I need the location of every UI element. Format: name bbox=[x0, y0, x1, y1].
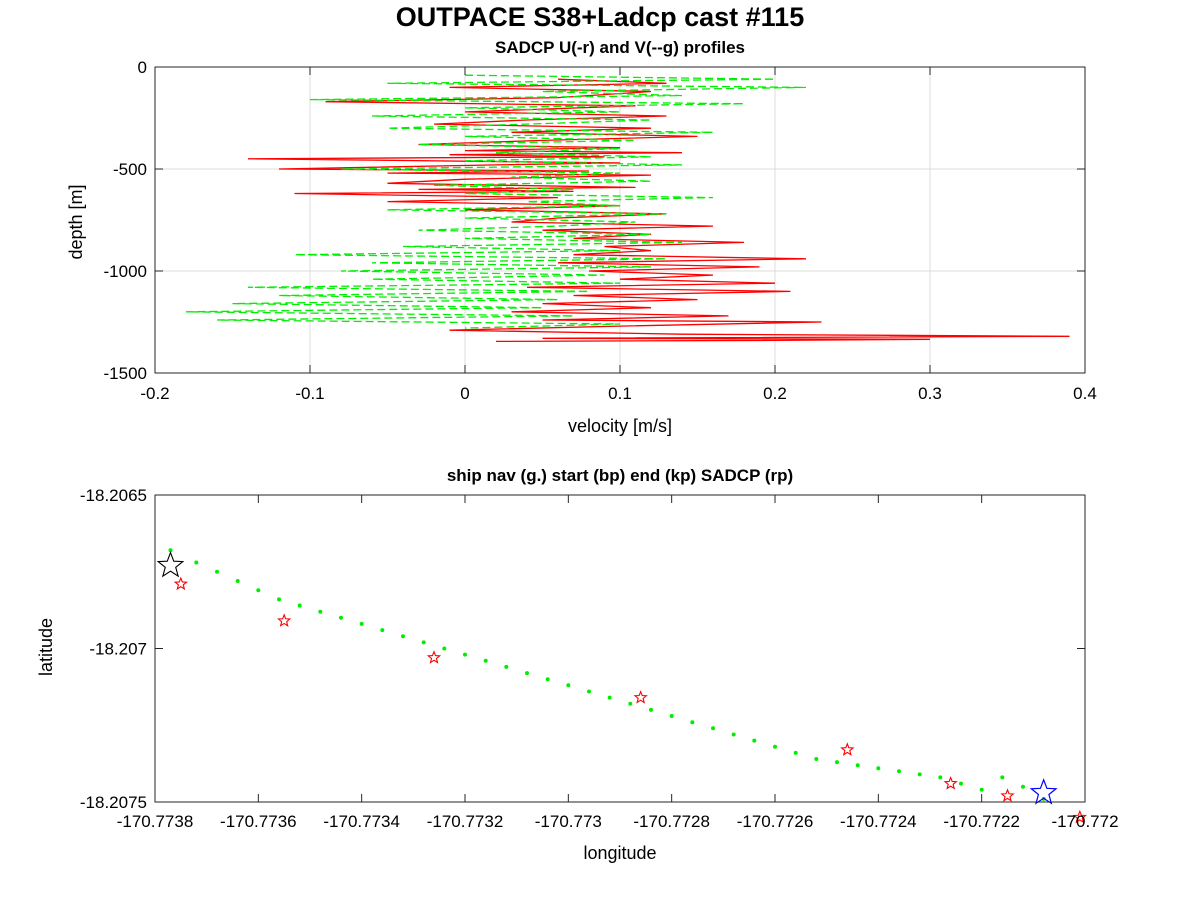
sadcp-star bbox=[173, 576, 188, 591]
y-tick-label: -500 bbox=[113, 160, 147, 179]
plot-area bbox=[155, 495, 1085, 802]
nav-point bbox=[297, 603, 302, 608]
nav-point bbox=[235, 579, 240, 583]
x-tick-label: 0.4 bbox=[1073, 384, 1097, 403]
x-tick-label: -170.7734 bbox=[323, 812, 400, 831]
start-star bbox=[156, 551, 185, 578]
nav-point bbox=[1021, 784, 1025, 789]
nav-point bbox=[483, 658, 488, 663]
nav-point bbox=[793, 750, 798, 755]
x-tick-label: -170.7728 bbox=[633, 812, 710, 831]
sadcp-star bbox=[943, 776, 958, 790]
nav-point bbox=[773, 744, 777, 749]
u-velocity-line bbox=[247, 78, 1070, 343]
x-axis-label: longitude bbox=[583, 843, 656, 863]
nav-point bbox=[545, 677, 550, 682]
x-tick-label: -170.7726 bbox=[737, 812, 814, 831]
ship-nav-chart: ship nav (g.) start (bp) end (kp) SADCP … bbox=[36, 466, 1119, 863]
nav-point bbox=[1000, 775, 1005, 780]
sadcp-star bbox=[426, 650, 442, 664]
x-tick-label: 0 bbox=[460, 384, 469, 403]
nav-point bbox=[587, 689, 591, 694]
nav-point bbox=[318, 609, 323, 614]
x-tick-label: 0.2 bbox=[763, 384, 787, 403]
y-tick-label: -18.2075 bbox=[80, 793, 147, 812]
x-axis-label: velocity [m/s] bbox=[568, 416, 672, 436]
nav-point bbox=[463, 652, 467, 657]
nav-point bbox=[669, 714, 674, 718]
v-velocity-line bbox=[185, 74, 807, 329]
nav-point bbox=[359, 621, 364, 626]
nav-point bbox=[442, 646, 447, 651]
chart-title: SADCP U(-r) and V(--g) profiles bbox=[495, 38, 745, 57]
nav-point bbox=[525, 671, 529, 676]
nav-point bbox=[566, 683, 571, 688]
nav-point bbox=[731, 732, 736, 737]
nav-point bbox=[897, 769, 901, 774]
nav-point bbox=[194, 560, 199, 565]
nav-point bbox=[401, 634, 405, 639]
nav-point bbox=[380, 628, 385, 633]
nav-point bbox=[339, 615, 343, 620]
x-tick-label: -170.7724 bbox=[840, 812, 917, 831]
nav-point bbox=[876, 766, 881, 771]
sadcp-star bbox=[1000, 788, 1015, 802]
nav-point bbox=[649, 707, 653, 712]
figure-title: OUTPACE S38+Ladcp cast #115 bbox=[395, 2, 805, 32]
y-tick-label: -1000 bbox=[104, 262, 147, 281]
x-tick-label: -170.773 bbox=[535, 812, 602, 831]
nav-point bbox=[979, 787, 984, 792]
sadcp-star bbox=[633, 690, 648, 704]
nav-point bbox=[752, 738, 757, 743]
nav-point bbox=[711, 726, 715, 731]
y-tick-label: -1500 bbox=[104, 364, 147, 383]
sadcp-star bbox=[840, 742, 855, 756]
y-axis-label: depth [m] bbox=[66, 184, 86, 259]
nav-point bbox=[690, 720, 695, 725]
y-tick-label: 0 bbox=[138, 58, 147, 77]
x-tick-label: -0.1 bbox=[295, 384, 324, 403]
y-tick-label: -18.2065 bbox=[80, 486, 147, 505]
nav-point bbox=[835, 760, 839, 765]
x-tick-label: 0.3 bbox=[918, 384, 942, 403]
sadcp-star bbox=[277, 613, 292, 627]
x-tick-label: -170.7736 bbox=[220, 812, 297, 831]
sadcp-star bbox=[1072, 809, 1087, 824]
nav-point bbox=[607, 695, 612, 700]
nav-point bbox=[256, 588, 261, 593]
nav-point bbox=[504, 664, 509, 669]
x-tick-label: 0.1 bbox=[608, 384, 632, 403]
chart-title: ship nav (g.) start (bp) end (kp) SADCP … bbox=[447, 466, 793, 485]
nav-point bbox=[421, 640, 426, 645]
nav-point bbox=[938, 775, 943, 780]
nav-point bbox=[215, 569, 219, 574]
x-tick-label: -170.7732 bbox=[427, 812, 504, 831]
x-tick-label: -170.7722 bbox=[943, 812, 1020, 831]
x-tick-label: -0.2 bbox=[140, 384, 169, 403]
nav-point bbox=[628, 701, 633, 706]
nav-point bbox=[855, 763, 860, 768]
velocity-profile-chart: SADCP U(-r) and V(--g) profiles velocity… bbox=[66, 38, 1097, 436]
nav-point bbox=[917, 772, 922, 777]
nav-point bbox=[814, 757, 819, 761]
end-star bbox=[1029, 778, 1058, 805]
x-tick-label: -170.7738 bbox=[117, 812, 194, 831]
x-tick-label: -170.772 bbox=[1051, 812, 1118, 831]
nav-point bbox=[959, 781, 963, 786]
nav-point bbox=[168, 548, 173, 553]
y-tick-label: -18.207 bbox=[89, 640, 147, 659]
nav-point bbox=[277, 597, 281, 602]
y-axis-label: latitude bbox=[36, 618, 56, 676]
